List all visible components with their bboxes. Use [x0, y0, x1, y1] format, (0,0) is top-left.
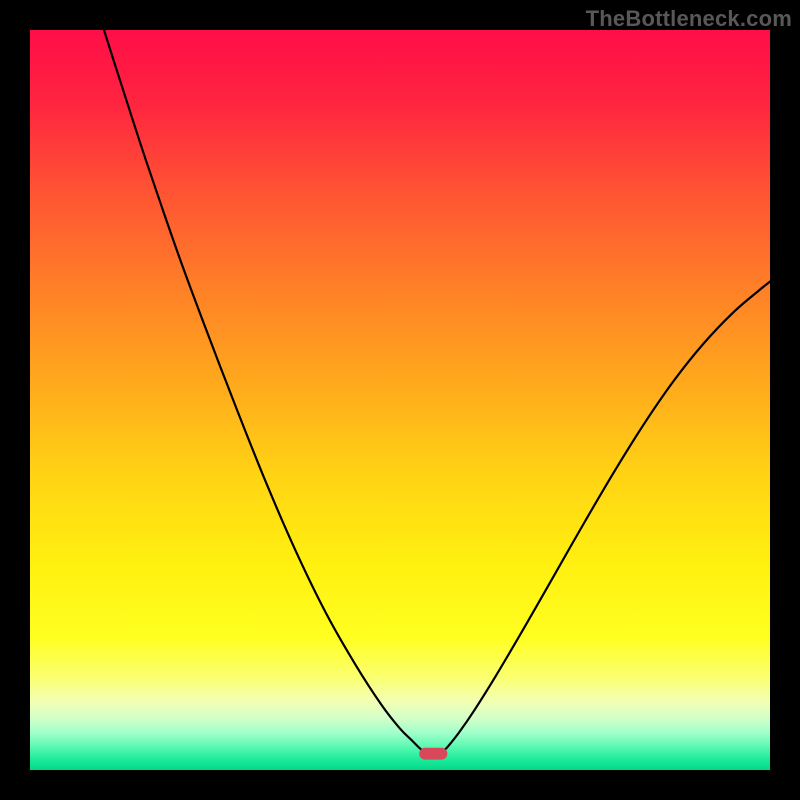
chart-frame: TheBottleneck.com: [0, 0, 800, 800]
bottleneck-marker: [419, 748, 447, 760]
chart-svg: [0, 0, 800, 800]
watermark-text: TheBottleneck.com: [586, 6, 792, 32]
